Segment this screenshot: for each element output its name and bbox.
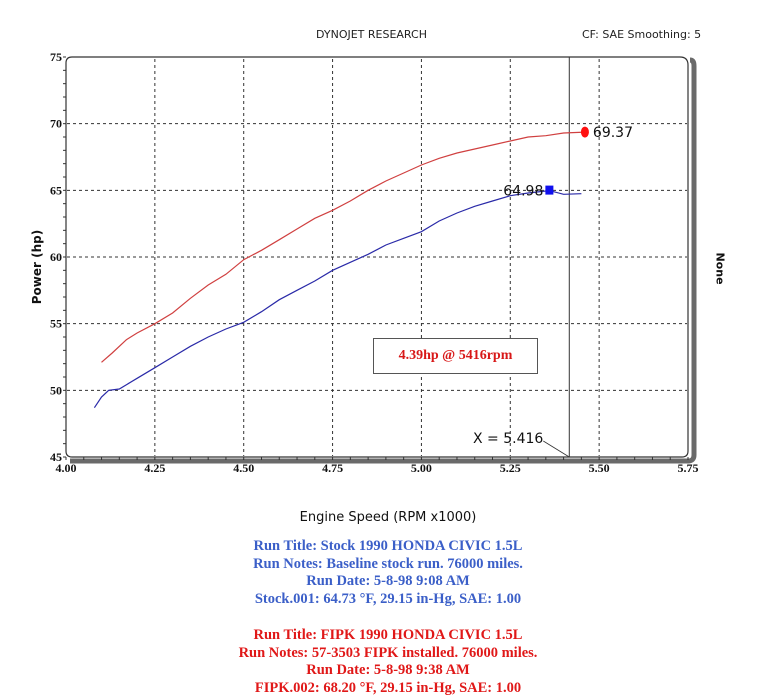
fipk-run-date: Run Date: 5-8-98 9:38 AM [306,662,470,678]
right-axis-label: None [713,252,727,285]
stock-run-date: Run Date: 5-8-98 9:08 AM [306,573,470,589]
svg-text:4.50: 4.50 [233,461,254,475]
fipk-run-info: Run Title: FIPK 1990 HONDA CIVIC 1.5L Ru… [0,627,776,697]
chart-title: DYNOJET RESEARCH [316,28,427,41]
gain-annotation-text: 4.39hp @ 5416rpm [398,348,513,363]
svg-text:4.00: 4.00 [56,461,77,475]
fipk-power-curve [101,131,585,363]
stock-run-conditions: Stock.001: 64.73 °F, 29.15 in-Hg, SAE: 1… [254,590,522,607]
fipk-marker [580,126,589,138]
svg-text:50: 50 [50,383,62,397]
gridlines [67,59,687,456]
svg-text:4.75: 4.75 [322,461,343,475]
stock-run-info: Run Title: Stock 1990 HONDA CIVIC 1.5L R… [0,538,776,608]
svg-text:60: 60 [50,250,62,264]
minor-ticks [63,56,689,460]
stock-run-title: Run Title: Stock 1990 HONDA CIVIC 1.5L [253,538,523,554]
svg-text:5.50: 5.50 [589,461,610,475]
y-tick-labels: 75 70 65 60 55 50 45 [50,50,62,464]
fipk-run-notes: Run Notes: 57-3503 FIPK installed. 76000… [238,644,538,661]
svg-text:5.25: 5.25 [500,461,521,475]
fipk-run-conditions: FIPK.002: 68.20 °F, 29.15 in-Hg, SAE: 1.… [254,679,522,696]
cursor-leader [543,440,570,458]
fipk-run-title: Run Title: FIPK 1990 HONDA CIVIC 1.5L [253,627,523,643]
stock-run-notes: Run Notes: Baseline stock run. 76000 mil… [253,555,523,572]
x-axis-label: Engine Speed (RPM x1000) [299,510,477,525]
svg-text:5.00: 5.00 [411,461,432,475]
svg-text:55: 55 [50,317,62,331]
svg-text:45: 45 [50,450,62,464]
gain-annotation-box: 4.39hp @ 5416rpm [373,338,538,374]
x-tick-labels: 4.00 4.25 4.50 4.75 5.00 5.25 5.50 5.75 [56,461,699,475]
stock-power-curve [93,189,582,409]
svg-text:75: 75 [50,50,62,64]
stock-marker [545,185,554,195]
svg-text:65: 65 [50,183,62,197]
y-axis-label: Power (hp) [30,229,44,305]
chart-settings: CF: SAE Smoothing: 5 [582,28,702,41]
stock-marker-label: 64.98 [503,184,543,200]
fipk-marker-label: 69.37 [593,125,633,141]
power-chart: 75 70 65 60 55 50 45 4.00 4.25 4.50 4.75 5.00 5.25 5… [50,50,699,475]
cursor-label: X = 5.416 [473,431,543,447]
svg-text:5.75: 5.75 [678,461,699,475]
svg-text:4.25: 4.25 [144,461,165,475]
svg-text:70: 70 [50,117,62,131]
